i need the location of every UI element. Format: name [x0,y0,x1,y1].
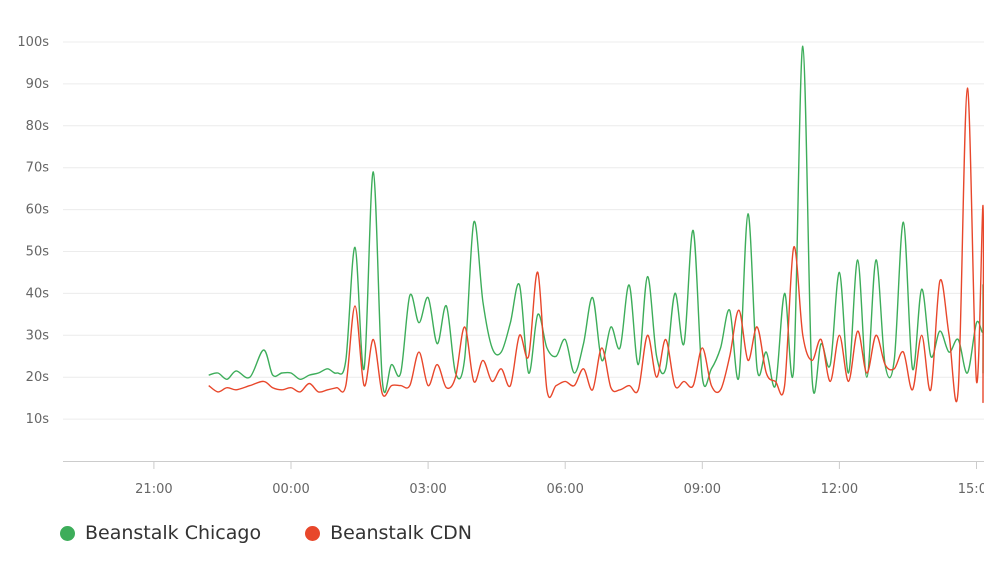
legend-label: Beanstalk Chicago [85,522,262,544]
y-tick-label: 100s [17,35,49,50]
gridlines [63,41,984,420]
y-tick-label: 70s [26,161,50,176]
legend-dot-icon [60,525,75,541]
y-tick-label: 80s [26,119,50,134]
legend: Beanstalk Chicago Beanstalk CDN [60,522,472,544]
y-tick-label: 20s [26,370,50,385]
y-tick-label: 10s [26,412,50,427]
x-tick-label: 12:00 [821,482,858,497]
x-axis: 21:00 00:00 03:00 06:00 09:00 12:00 15:00 [63,461,984,497]
y-tick-label: 30s [26,328,50,343]
x-tick-label: 21:00 [135,482,172,497]
y-tick-label: 90s [26,77,50,92]
y-tick-label: 60s [26,203,50,218]
x-tick-label: 15:00 [958,482,984,497]
series-lines [208,45,984,404]
legend-dot-icon [305,525,321,541]
x-tick-label: 03:00 [409,482,446,497]
x-tick-label: 09:00 [684,482,721,497]
y-tick-label: 50s [26,245,50,260]
x-tick-label: 06:00 [546,482,583,497]
legend-label: Beanstalk CDN [330,522,472,544]
legend-item-cdn[interactable]: Beanstalk CDN [305,522,472,544]
x-tick-label: 00:00 [272,482,309,497]
y-axis-labels: 10s 20s 30s 40s 50s 60s 70s 80s 90s 100s [17,35,49,427]
y-tick-label: 40s [26,286,50,301]
series-line-cdn [208,87,984,404]
legend-item-chicago[interactable]: Beanstalk Chicago [60,522,261,544]
series-line-chicago [208,45,984,394]
